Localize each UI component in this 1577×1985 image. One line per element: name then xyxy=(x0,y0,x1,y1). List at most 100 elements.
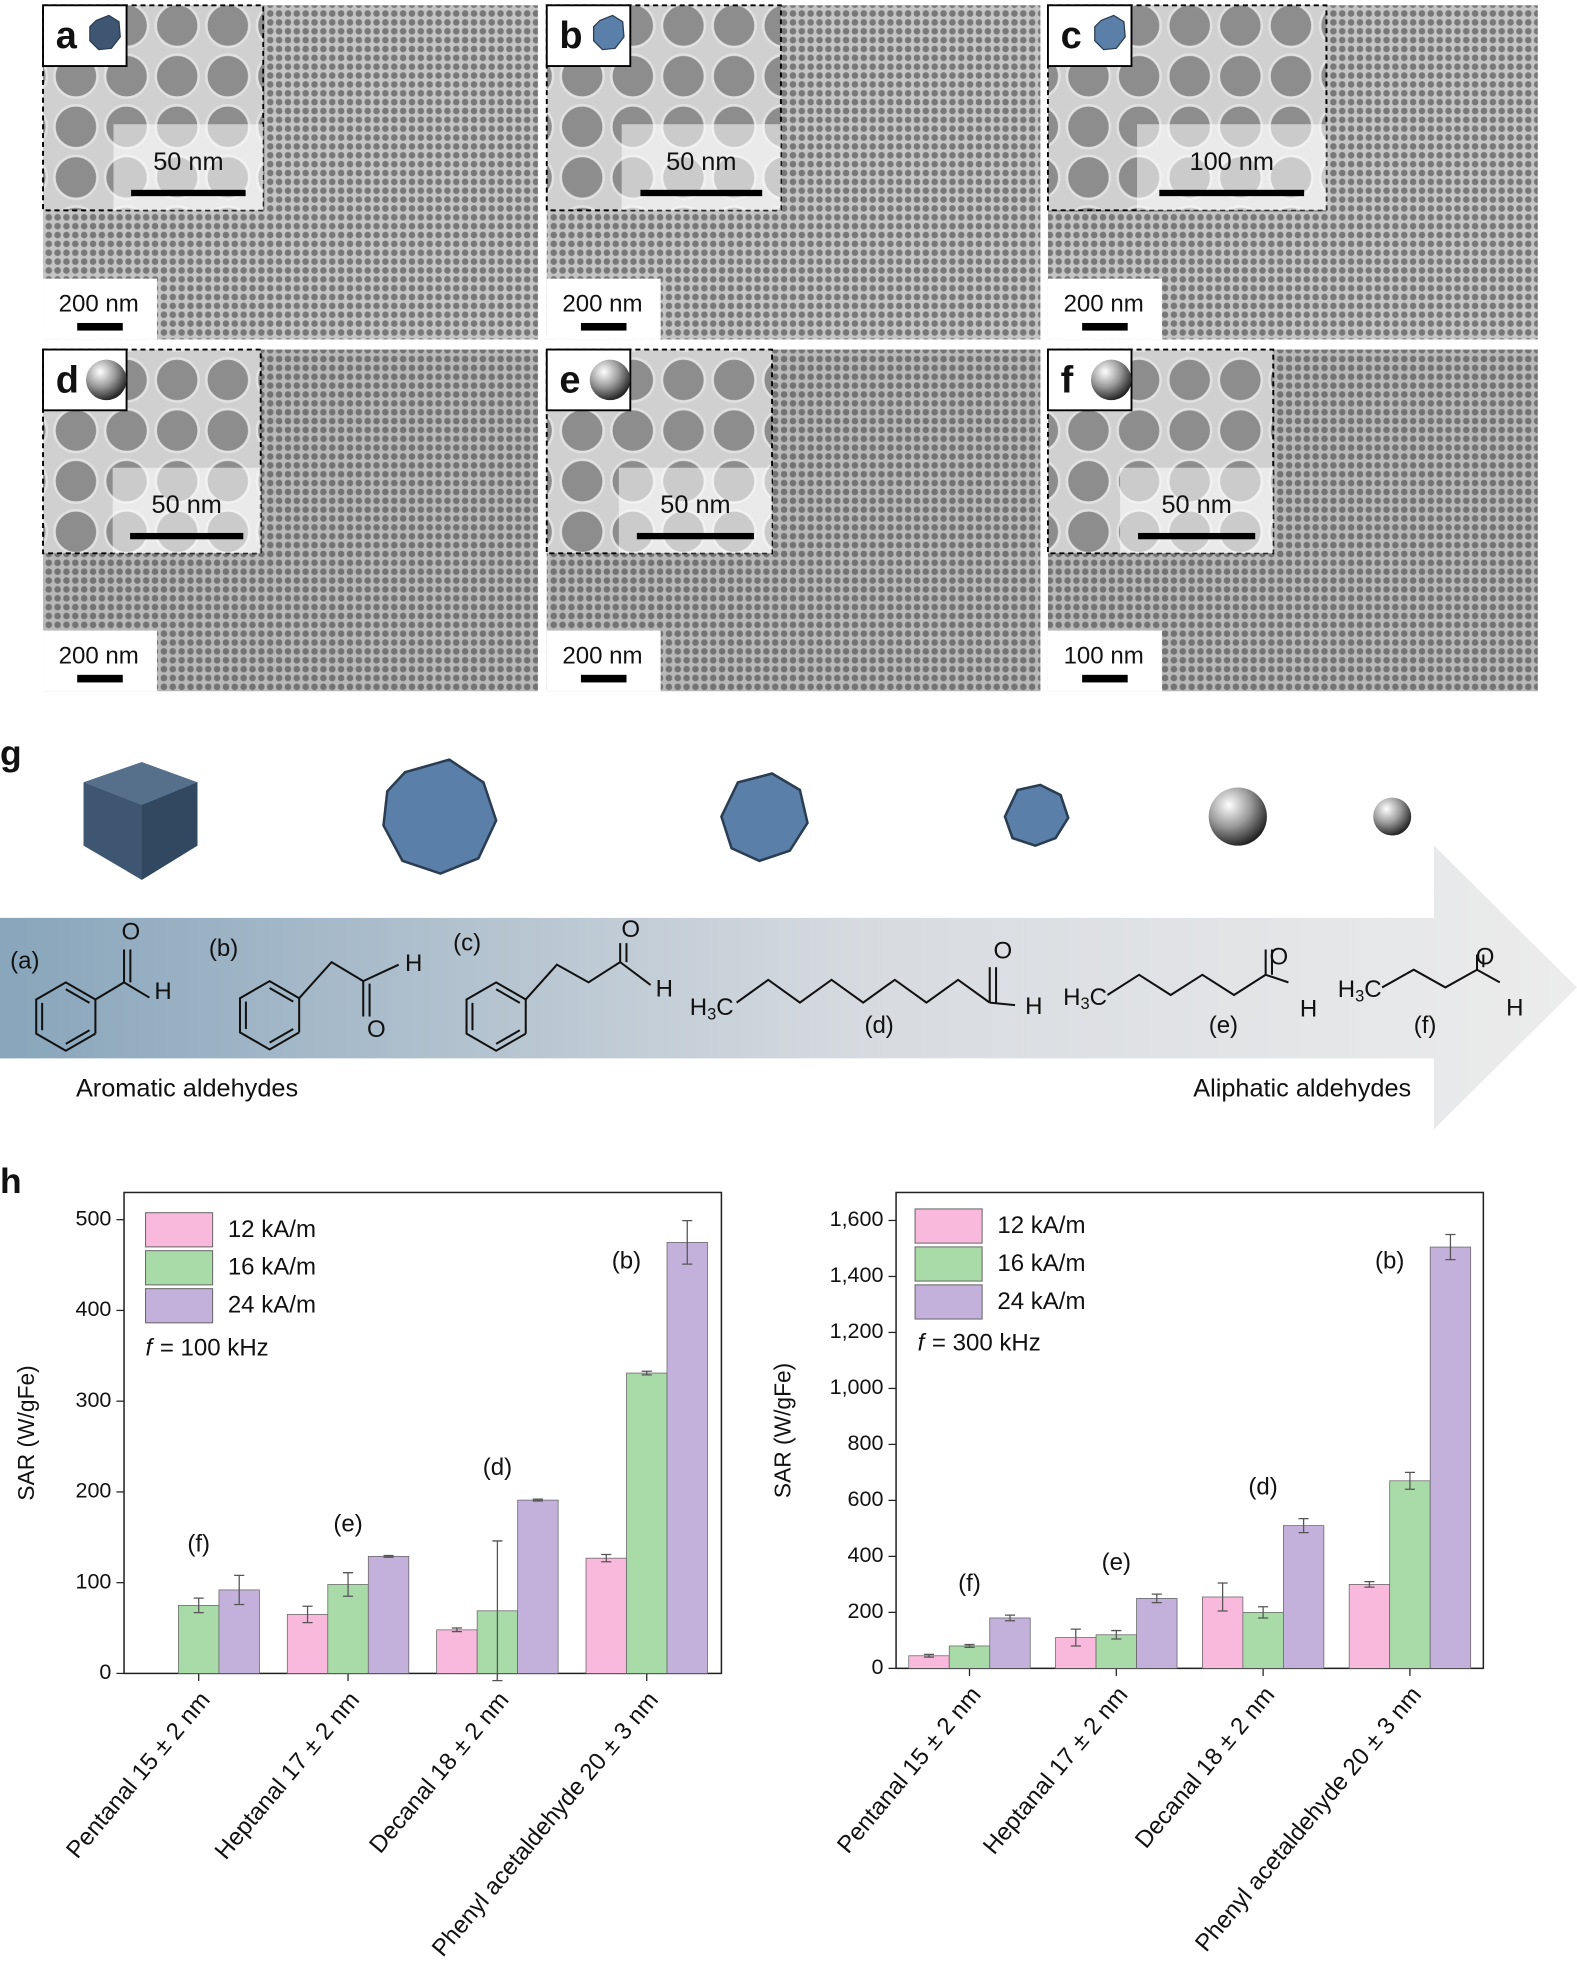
atom: O xyxy=(367,1016,386,1043)
icon xyxy=(86,359,127,401)
methyl: H3C xyxy=(690,994,734,1023)
inset-scale-bar xyxy=(1138,532,1256,540)
y-tick-label: 1,600 xyxy=(830,1207,884,1231)
y-tick-label: 200 xyxy=(76,1479,112,1503)
error-bar xyxy=(1151,1593,1162,1604)
polyhedron xyxy=(1003,783,1070,848)
error-bar xyxy=(1298,1517,1309,1534)
error-bar xyxy=(1364,1580,1375,1588)
panel-letter: f xyxy=(1061,359,1074,401)
y-tick-label: 200 xyxy=(848,1599,884,1623)
error-bar xyxy=(1445,1233,1456,1261)
bond xyxy=(495,988,521,1004)
inset-scale-label: 100 nm xyxy=(1190,148,1274,176)
panel-letter: a xyxy=(56,15,78,57)
y-tick-label: 300 xyxy=(76,1388,112,1412)
scale-label: 200 nm xyxy=(562,291,642,318)
error-bar xyxy=(964,1643,975,1648)
scale-bar xyxy=(1082,674,1128,683)
icon xyxy=(1090,359,1132,401)
bar xyxy=(517,1499,559,1674)
charts: 0 100 200 300 400 500 SAR (W/gFe) Pentanal 15 ±… xyxy=(13,1191,1485,1962)
polyhedron xyxy=(382,758,498,875)
bar xyxy=(367,1555,410,1674)
structure-label: (e) xyxy=(1209,1012,1238,1039)
scale-label: 200 nm xyxy=(1064,291,1144,318)
bar xyxy=(286,1614,329,1674)
bar xyxy=(178,1604,220,1674)
plot-frame xyxy=(123,1191,723,1675)
bond xyxy=(1381,968,1478,989)
inset-scale-bar xyxy=(1159,189,1305,197)
panel-letter: d xyxy=(56,359,79,401)
annotation: (b) xyxy=(612,1247,641,1274)
chart: 0 100 200 300 400 500 SAR (W/gFe) Pentanal 15 ±… xyxy=(13,1191,723,1962)
sphere xyxy=(1208,787,1267,846)
scale-bar xyxy=(77,322,123,331)
atom: H xyxy=(656,975,673,1002)
subscript: 3 xyxy=(1355,988,1364,1006)
scale-bar xyxy=(580,322,627,331)
bar xyxy=(1242,1611,1284,1669)
atom: H xyxy=(154,978,171,1005)
error-bar xyxy=(1217,1582,1228,1612)
plot-frame xyxy=(895,1191,1485,1670)
error-bar xyxy=(1258,1606,1269,1619)
bond xyxy=(736,978,991,1004)
legend-label: 24 kA/m xyxy=(997,1288,1085,1315)
atom: H xyxy=(1063,984,1080,1011)
error-bar xyxy=(601,1553,612,1563)
error-bar xyxy=(532,1498,543,1502)
inset-scale-label: 50 nm xyxy=(152,491,222,519)
bond xyxy=(1106,973,1267,997)
cube-side xyxy=(141,782,198,880)
subscript: 3 xyxy=(707,1006,716,1024)
x-tick-label: Decanal 18 ± 2 nm xyxy=(364,1687,514,1859)
atom: H xyxy=(1338,977,1355,1004)
y-tick-label: 800 xyxy=(848,1431,884,1455)
arrow xyxy=(0,845,1577,1130)
error-bar xyxy=(193,1597,204,1614)
bond xyxy=(65,1029,90,1045)
error-bar xyxy=(492,1540,503,1682)
error-bar xyxy=(234,1574,245,1606)
y-tick-label: 400 xyxy=(76,1297,112,1321)
panel-letter: b xyxy=(559,15,582,57)
annotation: (e) xyxy=(1102,1549,1131,1576)
y-axis-label: SAR (W/gFe) xyxy=(770,1363,796,1498)
y-axis-label: SAR (W/gFe) xyxy=(13,1365,39,1500)
bond xyxy=(269,987,294,1003)
scale-bar xyxy=(580,674,627,683)
bond xyxy=(1476,968,1501,984)
inset-scale-label: 50 nm xyxy=(153,148,223,176)
atom: H xyxy=(1506,994,1523,1021)
error-bar xyxy=(1004,1614,1016,1622)
bond xyxy=(298,960,365,1017)
bar xyxy=(1136,1597,1178,1669)
bar xyxy=(1282,1525,1325,1669)
x-tick-label: Decanal 18 ± 2 nm xyxy=(1130,1682,1280,1854)
bond xyxy=(269,1028,294,1044)
bond xyxy=(362,963,400,983)
x-tick-label: Pentanal 15 ± 2 nm xyxy=(61,1687,216,1864)
bar xyxy=(1389,1480,1431,1669)
scale-bar xyxy=(77,674,123,683)
cube-top xyxy=(83,762,198,806)
polyhedron xyxy=(720,772,809,863)
atom: H xyxy=(690,994,707,1021)
legend-swatch xyxy=(145,1212,214,1248)
chart: 0 200 400 600 800 1,000 1,200 1,400 1,600 SAR (W/… xyxy=(770,1191,1485,1957)
sphere xyxy=(1373,797,1412,836)
x-tick-label: Pentanal 15 ± 2 nm xyxy=(832,1682,987,1859)
atom: O xyxy=(621,916,640,943)
bond xyxy=(619,961,652,986)
inset-scale-label: 50 nm xyxy=(666,148,736,176)
bar xyxy=(1429,1246,1472,1669)
y-tick-label: 400 xyxy=(848,1543,884,1567)
note: f = 300 kHz xyxy=(918,1330,1041,1357)
y-tick-label: 600 xyxy=(848,1487,884,1511)
inset-scale-bar xyxy=(640,189,763,197)
note-text: = 300 kHz xyxy=(932,1330,1041,1357)
note: f = 100 kHz xyxy=(146,1335,269,1362)
